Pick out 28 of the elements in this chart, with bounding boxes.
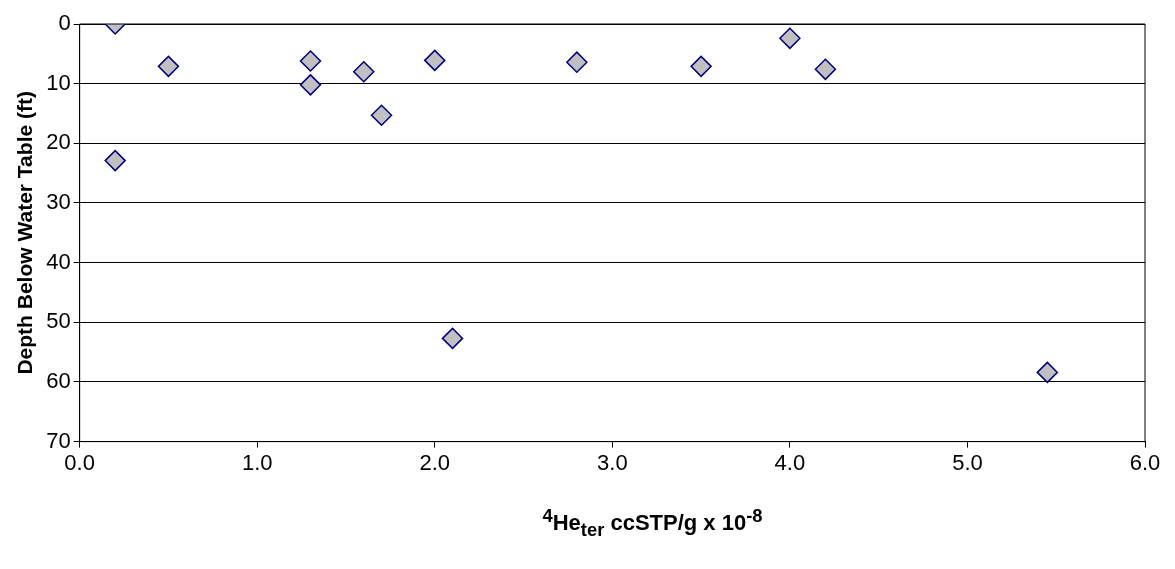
point — [299, 74, 322, 96]
y-tick-label: 30 — [46, 189, 71, 215]
point — [353, 60, 375, 83]
x-tick-label: 1.0 — [241, 449, 273, 475]
x-tick-label: 3.0 — [597, 449, 628, 475]
point — [104, 149, 126, 172]
x-tick-label: 2.0 — [419, 449, 451, 475]
x-axis-title: $^{4}$He$_{ter}$ ccSTP/g x 10$^{-8}$ — [541, 505, 764, 541]
point — [690, 55, 712, 78]
point — [370, 104, 393, 127]
y-tick-label: 10 — [46, 69, 71, 95]
point — [1036, 361, 1059, 384]
point — [441, 327, 464, 350]
y-tick-label: 60 — [46, 368, 71, 394]
point — [566, 51, 588, 73]
y-tick-label: 0 — [58, 10, 71, 36]
x-tick-label: 5.0 — [952, 449, 983, 475]
point — [814, 58, 837, 81]
point — [299, 50, 322, 72]
x-tick-label: 6.0 — [1129, 449, 1161, 475]
point — [157, 55, 180, 78]
x-tick-label: 4.0 — [774, 449, 806, 475]
point — [424, 49, 446, 72]
y-tick-label: 20 — [46, 129, 71, 155]
y-tick-label: 50 — [46, 308, 71, 334]
y-axis-title: Depth Below Water Table (ft) — [13, 91, 37, 375]
y-tick-label: 40 — [46, 248, 71, 274]
point — [779, 27, 801, 50]
